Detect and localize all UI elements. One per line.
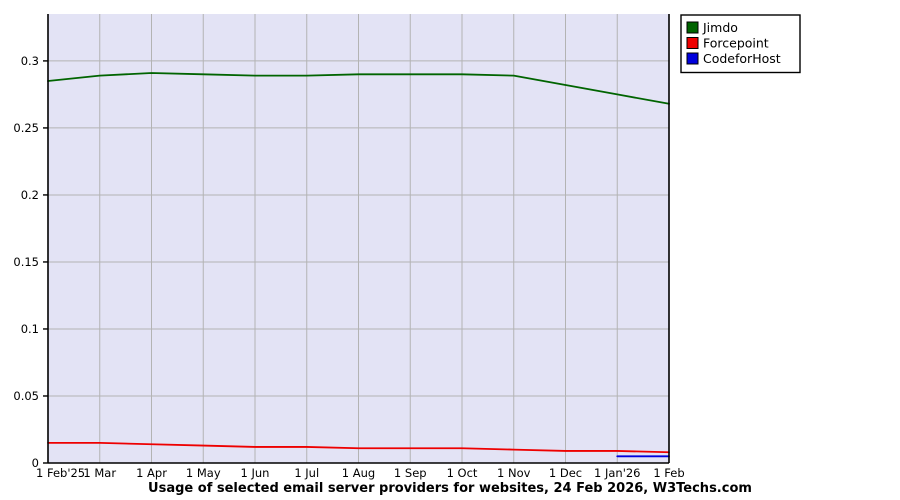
legend-label: Jimdo: [702, 20, 738, 35]
x-tick-label: 1 Nov: [497, 466, 531, 480]
y-tick-label: 0.1: [21, 322, 39, 336]
x-tick-label: 1 Oct: [447, 466, 478, 480]
legend-label: CodeforHost: [703, 51, 781, 66]
x-tick-label: 1 Feb: [653, 466, 684, 480]
x-tick-label: 1 Jul: [294, 466, 319, 480]
x-tick-label: 1 Sep: [394, 466, 427, 480]
x-tick-label: 1 Mar: [83, 466, 116, 480]
y-tick-label: 0.25: [13, 121, 39, 135]
x-tick-label: 1 Jan'26: [594, 466, 641, 480]
series-line-jimdo: [47, 72, 670, 105]
axis-lines: [43, 14, 670, 464]
x-axis-tick-labels: 1 Feb'251 Mar 1 Apr 1 May 1 Jun 1 Jul 1 Aug 1 …: [36, 466, 685, 480]
y-tick-label: 0.05: [13, 389, 39, 403]
x-tick-label: 1 Jun: [241, 466, 270, 480]
legend-item-codeforhost[interactable]: CodeforHost: [686, 51, 781, 66]
x-tick-label: 1 Aug: [342, 466, 375, 480]
legend-item-forcepoint[interactable]: Forcepoint: [686, 36, 769, 51]
legend-swatch-jimdo: [686, 21, 699, 34]
y-axis-tick-labels: 0 0.05 0.1 0.15 0.2 0.25 0.3: [13, 54, 39, 470]
x-tick-label: 1 Apr: [136, 466, 167, 480]
series-line-forcepoint: [47, 441, 670, 454]
x-tick-label: 1 Dec: [549, 466, 582, 480]
chart-caption: Usage of selected email server providers…: [148, 481, 752, 496]
gridlines: [48, 14, 670, 463]
x-tick-label: 1 Feb'25: [36, 466, 85, 480]
legend-item-jimdo[interactable]: Jimdo: [686, 20, 738, 35]
legend-swatch-codeforhost: [686, 52, 699, 65]
data-series-group: [47, 72, 670, 458]
legend-box: [680, 14, 801, 74]
y-tick-label: 0: [32, 456, 39, 470]
legend-label: Forcepoint: [703, 36, 769, 51]
x-tick-label: 1 May: [186, 466, 221, 480]
y-tick-label: 0.2: [21, 188, 39, 202]
legend-swatch-forcepoint: [686, 37, 699, 49]
y-tick-label: 0.15: [13, 255, 39, 269]
y-tick-label: 0.3: [21, 54, 39, 68]
